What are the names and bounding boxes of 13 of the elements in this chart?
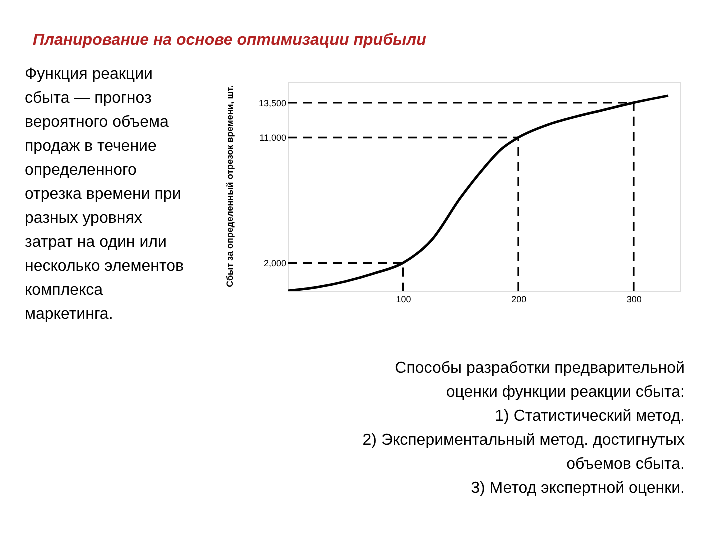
text: 3) Метод экспертной оценки. bbox=[471, 480, 685, 497]
text: Функция реакции сбыта — прогноз вероятного объема продаж в течение определенного отрезка времени при разных уровнях затрат на один или несколько элементов комплекса маркетинга. bbox=[25, 66, 184, 323]
chart-title: Планирование на основе оптимизации прибыли bbox=[33, 32, 427, 49]
y-tick-label: 11,000 bbox=[260, 133, 286, 144]
y-axis-title: Сбыт за определенный отрезок времени, шт. bbox=[225, 86, 235, 288]
y-tick-label: 13,500 bbox=[258, 98, 286, 108]
text: 1) Статистический метод. bbox=[495, 408, 685, 425]
y-tick-label: 2,000 bbox=[264, 258, 286, 269]
text: 2) Экспериментальный метод. достигнутых объемов сбыта. bbox=[362, 432, 685, 473]
text: Способы разработки предварительной оценки функции реакции сбыта: bbox=[395, 360, 685, 401]
x-tick-label: 100 bbox=[396, 294, 412, 304]
x-tick-label: 300 bbox=[626, 294, 642, 304]
x-tick-label: 200 bbox=[512, 294, 527, 304]
